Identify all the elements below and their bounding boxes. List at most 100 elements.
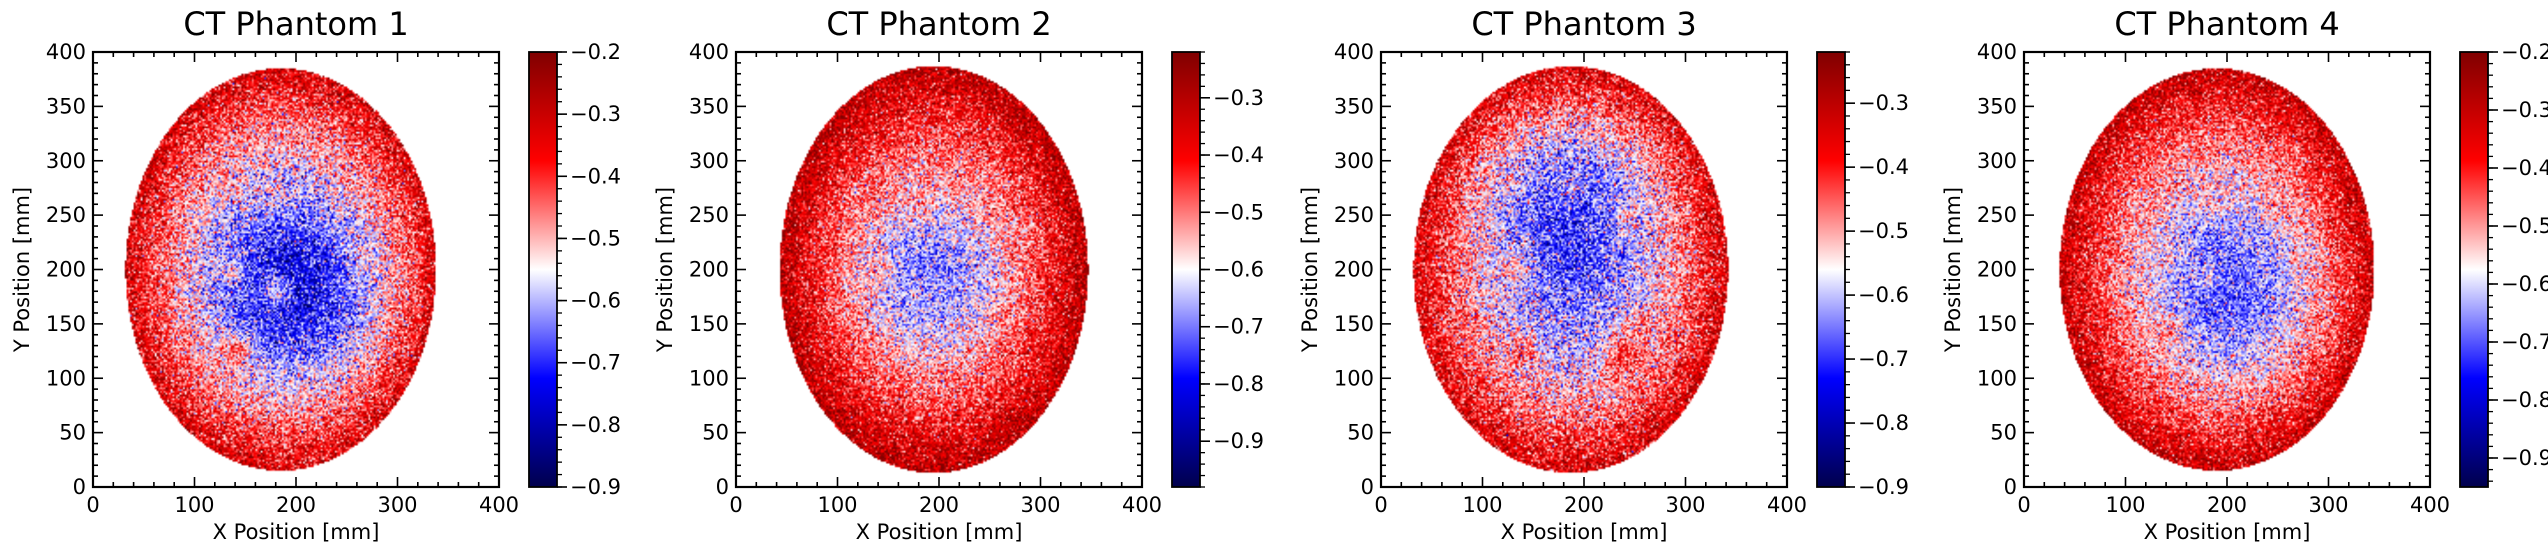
- y-axis-label: Y Position [mm]: [1298, 187, 1322, 353]
- chart-title: CT Phantom 3: [1471, 5, 1696, 43]
- y-tick-label: 100: [689, 366, 729, 390]
- colorbar-tick-label: −0.5: [2501, 214, 2548, 238]
- x-tick-label: 100: [817, 493, 857, 517]
- colorbar-tick-label: −0.9: [1858, 475, 1909, 499]
- x-tick-label: 200: [919, 493, 959, 517]
- x-tick-label: 0: [86, 493, 99, 517]
- heatmap-image-2: [736, 52, 1142, 487]
- y-tick-label: 200: [1334, 258, 1374, 282]
- colorbar-tick-label: −0.4: [2501, 156, 2548, 180]
- x-axis-label: X Position [mm]: [1501, 520, 1668, 544]
- y-axis-label: Y Position [mm]: [10, 187, 34, 353]
- x-tick-label: 200: [276, 493, 316, 517]
- y-tick-label: 250: [689, 203, 729, 227]
- colorbar-tick-label: −0.9: [570, 475, 621, 499]
- x-tick-label: 300: [1020, 493, 1060, 517]
- colorbar-tick-label: −0.8: [2501, 388, 2548, 412]
- colorbar: −0.9 −0.8 −0.7 −0.6 −0.5 −0.4 −0.3 −0.2: [2459, 40, 2548, 488]
- y-tick-label: 50: [1347, 421, 1374, 445]
- x-axis-label: X Position [mm]: [213, 520, 380, 544]
- y-axis-label: Y Position [mm]: [1941, 187, 1965, 353]
- colorbar-tick-label: −0.8: [570, 413, 621, 437]
- colorbar-tick-label: −0.6: [1858, 283, 1909, 307]
- y-tick-label: 100: [46, 366, 86, 390]
- x-tick-label: 300: [1665, 493, 1705, 517]
- x-tick-label: 300: [377, 493, 417, 517]
- y-tick-label: 150: [689, 312, 729, 336]
- colorbar-gradient: [2459, 51, 2489, 488]
- x-tick-label: 100: [1462, 493, 1502, 517]
- y-tick-label: 200: [46, 258, 86, 282]
- colorbar-gradient: [1816, 51, 1846, 488]
- colorbar: −0.9 −0.8 −0.7 −0.6 −0.5 −0.4 −0.3: [1816, 51, 1909, 499]
- y-tick-label: 100: [1977, 366, 2017, 390]
- y-axis-label: Y Position [mm]: [653, 187, 677, 353]
- y-tick-label: 350: [46, 94, 86, 118]
- y-tick-label: 300: [1334, 149, 1374, 173]
- y-tick-label: 400: [1977, 40, 2017, 64]
- colorbar-tick-label: −0.4: [1213, 143, 1264, 167]
- y-tick-label: 400: [46, 40, 86, 64]
- x-tick-label: 0: [2017, 493, 2030, 517]
- x-tick-label: 300: [2308, 493, 2348, 517]
- heatmap-image-1: [93, 52, 499, 487]
- y-tick-label: 200: [1977, 258, 2017, 282]
- y-tick-label: 250: [46, 203, 86, 227]
- x-tick-label: 200: [2207, 493, 2247, 517]
- colorbar-tick-label: −0.8: [1858, 411, 1909, 435]
- y-tick-label: 250: [1977, 203, 2017, 227]
- y-tick-label: 150: [1334, 312, 1374, 336]
- x-tick-label: 400: [1122, 493, 1162, 517]
- colorbar-tick-label: −0.2: [570, 40, 621, 64]
- colorbar-gradient: [528, 51, 558, 488]
- colorbar-tick-label: −0.6: [570, 289, 621, 313]
- panel-4: 0 100 200 300 400 0 50 100 150 200 250 300 350 400 CT …: [1941, 5, 2548, 544]
- x-tick-label: 200: [1564, 493, 1604, 517]
- colorbar-tick-label: −0.3: [1858, 91, 1909, 115]
- colorbar-tick-label: −0.7: [570, 351, 621, 375]
- x-tick-label: 0: [1374, 493, 1387, 517]
- chart-title: CT Phantom 2: [826, 5, 1051, 43]
- y-tick-label: 50: [59, 421, 86, 445]
- colorbar-tick-label: −0.5: [570, 226, 621, 250]
- heatmap-image-3: [1381, 52, 1787, 487]
- y-tick-label: 300: [1977, 149, 2017, 173]
- y-tick-label: 50: [1990, 421, 2017, 445]
- y-tick-label: 200: [689, 258, 729, 282]
- colorbar-tick-label: −0.4: [1858, 155, 1909, 179]
- chart-title: CT Phantom 4: [2114, 5, 2339, 43]
- colorbar-tick-label: −0.3: [570, 102, 621, 126]
- colorbar-tick-label: −0.9: [2501, 446, 2548, 470]
- y-tick-label: 400: [1334, 40, 1374, 64]
- colorbar-tick-label: −0.3: [2501, 98, 2548, 122]
- colorbar: −0.9 −0.8 −0.7 −0.6 −0.5 −0.4 −0.3: [1171, 51, 1264, 488]
- heatmap-image-4: [2024, 52, 2430, 487]
- y-tick-label: 400: [689, 40, 729, 64]
- colorbar-tick-label: −0.5: [1213, 200, 1264, 224]
- colorbar-tick-label: −0.8: [1213, 372, 1264, 396]
- y-tick-label: 350: [689, 94, 729, 118]
- colorbar-tick-label: −0.7: [1213, 315, 1264, 339]
- y-tick-label: 350: [1334, 94, 1374, 118]
- colorbar-tick-label: −0.7: [2501, 330, 2548, 354]
- x-tick-label: 0: [729, 493, 742, 517]
- y-tick-label: 150: [46, 312, 86, 336]
- panel-3: 0 100 200 300 400 0 50 100 150 200 250 300 350 400 CT …: [1298, 5, 1909, 544]
- y-tick-label: 0: [1361, 475, 1374, 499]
- colorbar-tick-label: −0.9: [1213, 429, 1264, 453]
- panel-1: 0 100 200 300 400 0 50 100 150 200 250 300 350 400 CT …: [10, 5, 621, 544]
- colorbar: −0.9 −0.8 −0.7 −0.6 −0.5 −0.4 −0.3 −0.2: [528, 40, 621, 499]
- y-tick-label: 350: [1977, 94, 2017, 118]
- x-tick-label: 400: [479, 493, 519, 517]
- y-tick-label: 300: [689, 149, 729, 173]
- colorbar-tick-label: −0.5: [1858, 219, 1909, 243]
- y-tick-label: 0: [716, 475, 729, 499]
- y-tick-label: 0: [2004, 475, 2017, 499]
- x-tick-label: 100: [2105, 493, 2145, 517]
- x-axis-label: X Position [mm]: [856, 520, 1023, 544]
- y-tick-label: 0: [73, 475, 86, 499]
- y-tick-label: 250: [1334, 203, 1374, 227]
- colorbar-tick-label: −0.2: [2501, 40, 2548, 64]
- colorbar-tick-label: −0.7: [1858, 347, 1909, 371]
